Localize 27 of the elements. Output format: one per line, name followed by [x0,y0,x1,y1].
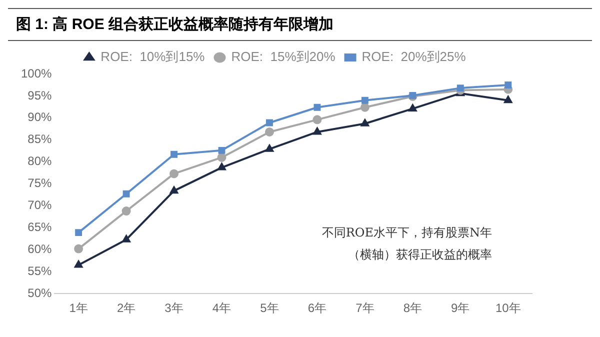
chart-title: 图 1: 高 ROE 组合获正收益概率随持有年限增加 [8,8,592,41]
y-tick-label: 70% [28,198,52,212]
y-tick-label: 85% [28,132,52,146]
x-tick-label: 10年 [495,301,521,316]
y-tick-label: 80% [28,154,52,168]
x-tick-label: 4年 [212,301,232,316]
y-tick-label: 100% [20,66,52,80]
x-tick-label: 6年 [308,301,327,316]
y-tick-label: 65% [28,220,52,234]
annotation: （横轴）获得正收益的概率 [348,248,492,262]
y-tick-label: 50% [28,286,52,300]
annotation: 不同ROE水平下，持有股票N年 [322,226,492,240]
y-tick-label: 55% [28,264,52,278]
x-tick-label: 3年 [164,301,184,316]
legend-label: ROE: 20%到25% [362,49,466,64]
y-tick-label: 95% [28,88,52,102]
x-tick-label: 1年 [69,301,88,316]
x-tick-label: 5年 [260,301,279,316]
legend-label: ROE: 10%到15% [100,49,206,64]
x-tick-label: 9年 [451,301,470,316]
y-tick-label: 90% [28,110,52,124]
legend-label: ROE: 15%到20% [231,49,336,64]
x-tick-label: 8年 [403,301,422,316]
x-tick-label: 2年 [116,301,136,316]
y-tick-label: 60% [28,242,52,256]
y-tick-label: 75% [28,176,52,190]
x-tick-label: 7年 [356,301,374,316]
